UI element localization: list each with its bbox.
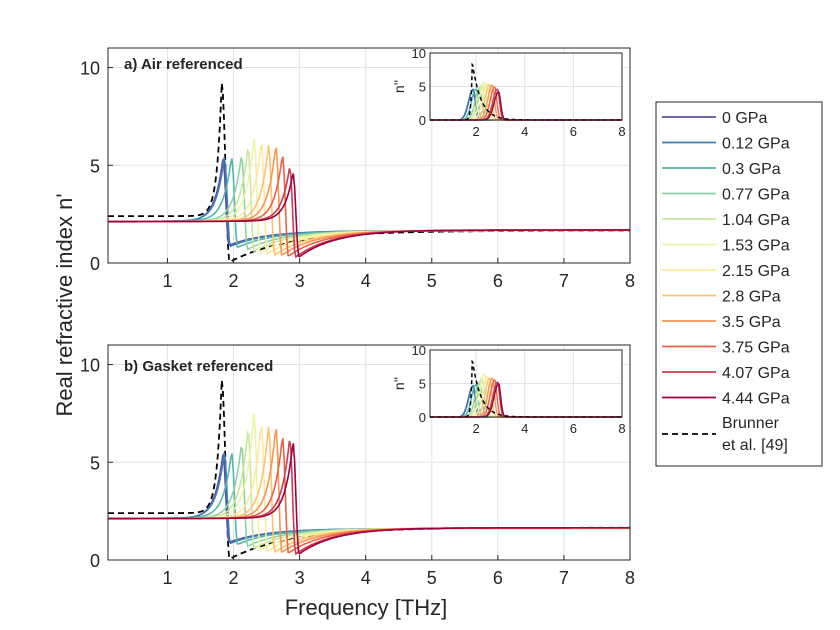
inset-y-tick-label: 5 [419,377,426,392]
legend-item-2-8-gpa: 2.8 GPa [662,289,781,306]
legend-item-1-04-gpa: 1.04 GPa [662,212,790,229]
legend-label: 2.8 GPa [722,289,781,306]
inset-y-tick-label: 10 [412,343,426,358]
x-tick-label: 3 [295,568,305,588]
panel-a-title: a) Air referenced [124,56,243,73]
legend: 0 GPa 0.12 GPa 0.3 GPa 0.77 GPa 1.04 GPa 1.53… [655,101,823,467]
panel-b: 1 2 3 4 5 6 7 8 0 5 10 b) Gasket referenced 2 4 6 8 0 5… [80,343,635,588]
x-tick-label: 8 [625,271,635,291]
inset-y-tick-label: 10 [412,46,426,61]
x-tick-label: 4 [361,568,371,588]
series-line-4-44-gpa [108,173,630,258]
y-tick-label: 10 [80,356,100,376]
legend-label: 1.53 GPa [722,238,790,255]
inset-x-tick-label: 6 [570,421,577,436]
inset-x-tick-label: 2 [473,421,480,436]
legend-item-4-07-gpa: 4.07 GPa [662,365,790,382]
legend-label: 0.77 GPa [722,187,790,204]
inset-y-axis-label: n'' [391,377,407,390]
x-tick-label: 7 [559,271,569,291]
legend-item-0-3-gpa: 0.3 GPa [662,161,781,178]
inset-y-axis-label: n'' [391,80,407,93]
panel-a-ticks: 1 2 3 4 5 6 7 8 0 5 10 [80,59,635,291]
x-axis-label: Frequency [THz] [285,595,448,620]
legend-item-4-44-gpa: 4.44 GPa [662,391,790,408]
y-tick-label: 5 [90,453,100,473]
inset-axes-box [429,52,623,121]
inset-x-tick-label: 4 [521,124,528,139]
legend-item-3-75-gpa: 3.75 GPa [662,340,790,357]
inset-x-tick-label: 8 [618,124,625,139]
panel-b-axes-box [107,344,631,561]
panel-a: 1 2 3 4 5 6 7 8 0 5 10 a) Air referenced 2 4 6 8 0 5 10 n… [80,46,635,291]
legend-item-1-53-gpa: 1.53 GPa [662,238,790,255]
legend-item-0-77-gpa: 0.77 GPa [662,187,790,204]
x-tick-label: 5 [427,568,437,588]
panel-b-title: b) Gasket referenced [124,358,273,375]
legend-label: 2.15 GPa [722,263,790,280]
x-tick-label: 2 [229,568,239,588]
panel-b-ticks: 1 2 3 4 5 6 7 8 0 5 10 [80,356,635,588]
x-tick-label: 1 [162,271,172,291]
inset-y-tick-label: 5 [419,80,426,95]
y-tick-label: 10 [80,59,100,79]
legend-label: 4.07 GPa [722,365,790,382]
legend-label: et al. [49] [722,437,788,454]
panel-a-inset: 2 4 6 8 0 5 10 n'' [391,46,626,139]
panel-b-series [107,413,630,556]
x-tick-label: 8 [625,568,635,588]
inset-y-tick-label: 0 [419,113,426,128]
y-tick-label: 0 [90,551,100,571]
panel-b-inset: 2 4 6 8 0 5 10 n'' [391,343,626,436]
legend-label: 4.44 GPa [722,391,790,408]
inset-x-tick-label: 8 [618,421,625,436]
legend-box [655,101,823,467]
inset-x-tick-label: 6 [570,124,577,139]
x-tick-label: 7 [559,568,569,588]
y-tick-label: 0 [90,254,100,274]
legend-label: 0.12 GPa [722,136,790,153]
legend-label: 0 GPa [722,110,767,127]
legend-label: 1.04 GPa [722,212,790,229]
inset-x-tick-label: 4 [521,421,528,436]
x-tick-label: 4 [361,271,371,291]
inset-x-tick-label: 2 [473,124,480,139]
legend-label: 0.3 GPa [722,161,781,178]
legend-item-0-12-gpa: 0.12 GPa [662,136,790,153]
legend-item-2-15-gpa: 2.15 GPa [662,263,790,280]
legend-item-3-5-gpa: 3.5 GPa [662,314,781,331]
legend-label: 3.5 GPa [722,314,781,331]
legend-label: Brunner [722,415,780,432]
x-tick-label: 3 [295,271,305,291]
x-tick-label: 1 [162,568,172,588]
inset-y-tick-label: 0 [419,410,426,425]
legend-item-0-gpa: 0 GPa [662,110,767,127]
y-axis-label: Real refractive index n' [52,193,77,416]
panel-a-axes-box [107,47,631,264]
panel-a-series [107,137,630,259]
x-tick-label: 2 [229,271,239,291]
legend-item-brunner-et-al-49: Brunner et al. [49] [662,415,788,454]
legend-label: 3.75 GPa [722,340,790,357]
x-tick-label: 6 [493,271,503,291]
x-tick-label: 6 [493,568,503,588]
inset-axes-box [429,349,623,418]
series-line-4-44-gpa [108,443,630,555]
y-tick-label: 5 [90,156,100,176]
x-tick-label: 5 [427,271,437,291]
